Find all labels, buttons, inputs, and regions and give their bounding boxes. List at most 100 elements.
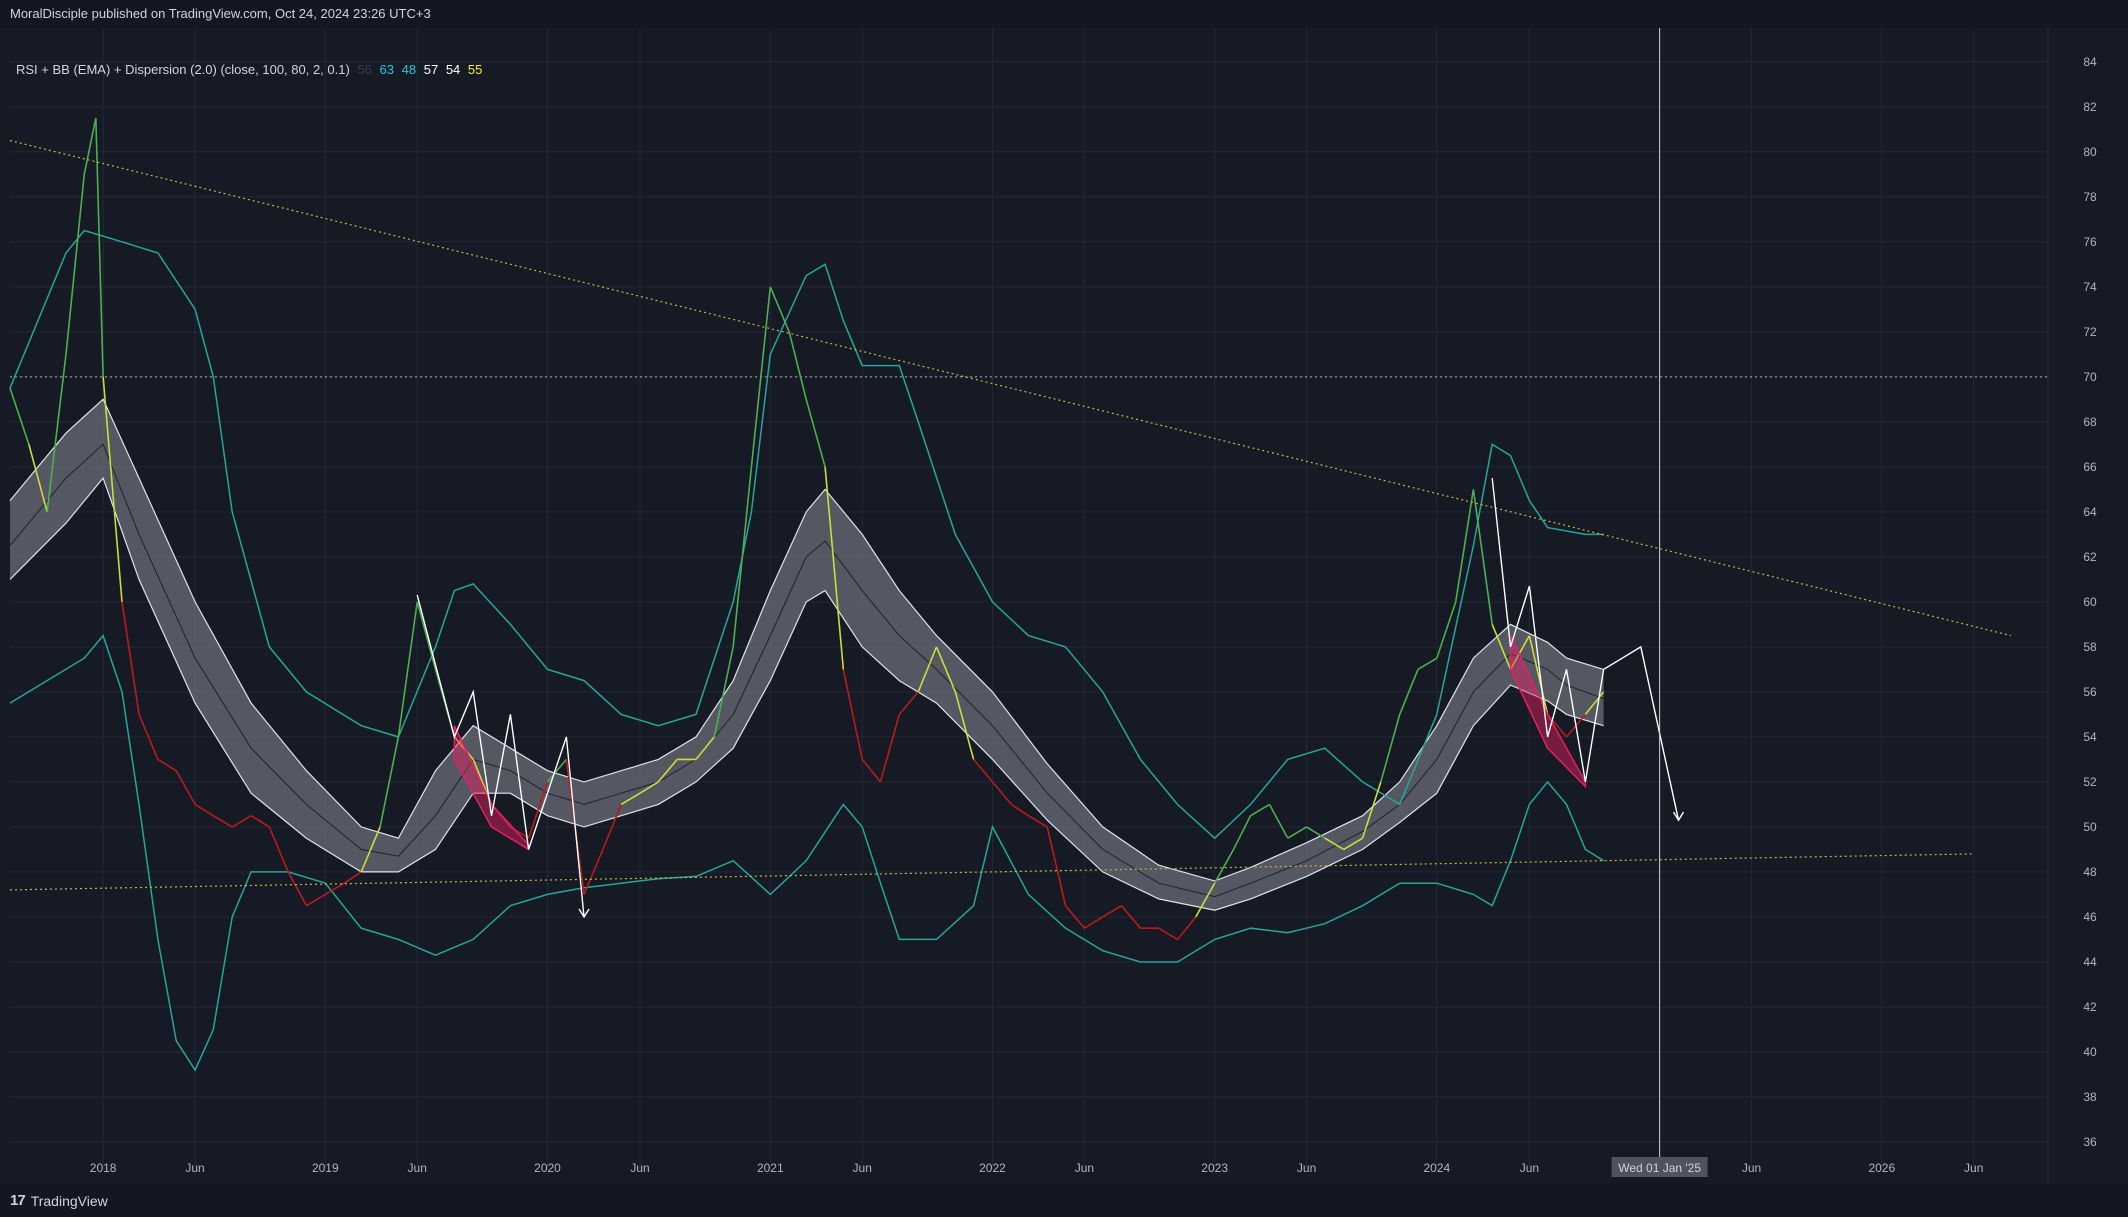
y-tick-label: 52 (2083, 775, 2097, 789)
y-tick-label: 68 (2083, 415, 2097, 429)
drawings (9, 28, 2012, 1169)
y-tick-label: 36 (2083, 1135, 2097, 1149)
rsi-segment (1176, 916, 1197, 940)
rsi-segment (935, 646, 957, 693)
x-tick-label: Jun (1075, 1161, 1094, 1175)
rsi-segment (1343, 837, 1363, 851)
bb-upper-line (9, 229, 1604, 840)
rsi-segment (121, 601, 140, 715)
y-tick-label: 70 (2083, 370, 2097, 384)
x-tick-label: 2023 (1201, 1161, 1228, 1175)
rsi-segment (1398, 669, 1419, 715)
axes: 36 38 40 42 44 46 48 50 52 54 56 58 60 62 64 66 68 70 72 74… (90, 28, 2097, 1184)
x-tick-label: Jun (1520, 1161, 1539, 1175)
rsi-segment (1454, 489, 1475, 602)
rsi-segment (1436, 601, 1457, 659)
rsi-segment (28, 444, 48, 513)
y-tick-label: 60 (2083, 595, 2097, 609)
y-tick-label: 64 (2083, 505, 2097, 519)
y-tick-label: 66 (2083, 460, 2097, 474)
rsi-segment (95, 117, 104, 377)
rsi-segment (1380, 714, 1401, 783)
y-tick-label: 74 (2083, 280, 2097, 294)
rsi-segment (287, 871, 308, 907)
rsi-segment (583, 849, 604, 895)
x-tick-label: Jun (630, 1161, 649, 1175)
rsi-segment (842, 669, 863, 760)
x-tick-label: Jun (408, 1161, 427, 1175)
rsi-segment (379, 736, 400, 828)
y-tick-label: 58 (2083, 640, 2097, 654)
rsi-segment (972, 758, 994, 783)
tradingview-logo-icon: 17 (10, 1192, 26, 1209)
y-tick-label: 40 (2083, 1045, 2097, 1059)
highlight-region (1509, 635, 1587, 789)
rsi-segment (769, 286, 790, 333)
y-tick-label: 44 (2083, 955, 2097, 969)
legend-value: 55 (467, 62, 483, 77)
rsi-segment (546, 758, 567, 783)
rsi-segment (1268, 804, 1289, 839)
rsi-segment (231, 814, 252, 828)
x-tick-label: Jun (1964, 1161, 1983, 1175)
rsi-segment (1491, 624, 1512, 670)
rsi-segment (250, 814, 270, 828)
publisher-bar: MoralDisciple published on TradingView.c… (0, 0, 2128, 28)
x-tick-label: 2024 (1423, 1161, 1450, 1175)
rsi-segment (324, 882, 345, 896)
tradingview-logo[interactable]: 17 TradingView (10, 1192, 108, 1209)
y-tick-label: 46 (2083, 910, 2097, 924)
projection-path (416, 594, 585, 917)
rsi-segment (1158, 927, 1178, 941)
cursor-date-label-bg (1611, 1157, 1708, 1177)
rsi-segment (732, 466, 753, 647)
rsi-segment (620, 792, 641, 806)
legend-value: 56 (357, 62, 372, 77)
rsi-segment (1102, 905, 1122, 918)
falling-trendline (9, 139, 2012, 637)
rsi-segment (657, 758, 678, 783)
rsi-segment (954, 691, 975, 760)
publisher-line: MoralDisciple published on TradingView.c… (10, 6, 431, 21)
rsi-segment (1120, 905, 1142, 929)
indicator-legend[interactable]: RSI + BB (EMA) + Dispersion (2.0) (close… (16, 62, 486, 77)
rsi-segment (805, 399, 826, 468)
x-tick-label: 2022 (979, 1161, 1006, 1175)
grid (10, 28, 2048, 1169)
rsi-segment (695, 736, 715, 760)
rsi-segment (917, 646, 938, 693)
legend-value: 57 (423, 62, 439, 77)
rsi-segment (268, 826, 289, 873)
rsi-segment (713, 646, 734, 738)
rsi-segment (1547, 713, 1568, 738)
rsi-segment (1027, 814, 1048, 828)
rsi-chart[interactable]: 36 38 40 42 44 46 48 50 52 54 56 58 60 62 64 66 68 70 72 74… (0, 28, 2128, 1184)
rsi-segment (898, 691, 919, 715)
chart-area[interactable]: 36 38 40 42 44 46 48 50 52 54 56 58 60 62 64 66 68 70 72 74… (0, 28, 2128, 1207)
rising-trendline (9, 853, 1974, 891)
dispersion-band (9, 398, 1604, 911)
band-lower-line (9, 476, 1604, 911)
rsi-segment (824, 466, 845, 670)
rsi-segment (788, 331, 807, 400)
y-tick-label: 78 (2083, 190, 2097, 204)
rsi-segment (83, 117, 97, 175)
y-tick-label: 82 (2083, 100, 2097, 114)
rsi-segment (1232, 815, 1252, 850)
rsi-segment (102, 376, 123, 602)
rsi-segment (602, 804, 622, 850)
rsi-segment (1010, 803, 1029, 817)
rsi-segment (212, 814, 233, 828)
x-tick-label: Jun (1297, 1161, 1316, 1175)
projection-arrowhead (578, 908, 590, 919)
y-tick-label: 72 (2083, 325, 2097, 339)
rsi-segment (1046, 826, 1067, 906)
legend-value: 48 (401, 62, 417, 77)
rsi-segment (1195, 882, 1216, 918)
x-tick-label: 2026 (1868, 1161, 1895, 1175)
rsi-segment (46, 354, 67, 512)
rsi-segment (1083, 916, 1104, 929)
x-tick-label: 2018 (90, 1161, 117, 1175)
rsi-segment (1213, 849, 1235, 884)
basis-line (9, 443, 1604, 898)
